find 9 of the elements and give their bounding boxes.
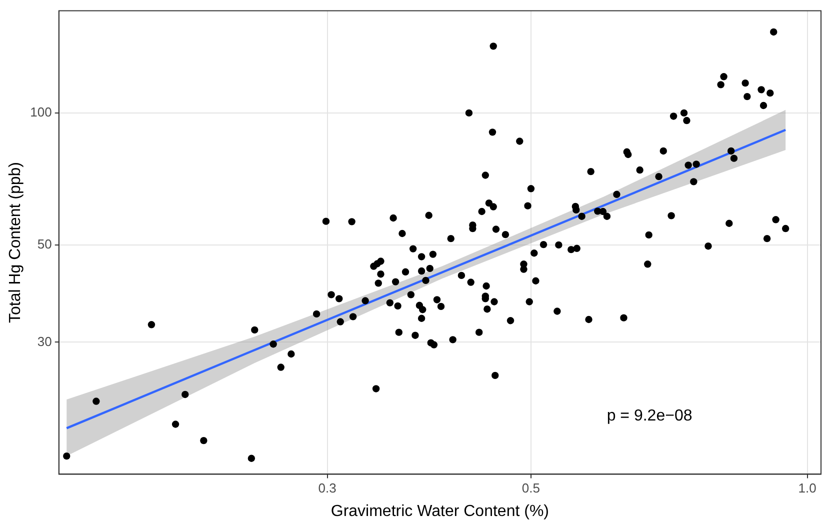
x-tick-label: 0.3 [318, 480, 336, 496]
x-tick-label: 0.5 [522, 480, 540, 496]
annotation: p = 9.2e−08 [606, 408, 692, 425]
y-tick-label: 50 [37, 236, 52, 252]
x-tick-label: 1.0 [798, 480, 816, 496]
y-tick-label: 30 [37, 334, 52, 349]
x-axis-title: Gravimetric Water Content (%) [330, 502, 550, 520]
y-axis-title: Total Hg Content (ppb) [7, 162, 24, 323]
y-tick-label: 100 [30, 104, 52, 120]
